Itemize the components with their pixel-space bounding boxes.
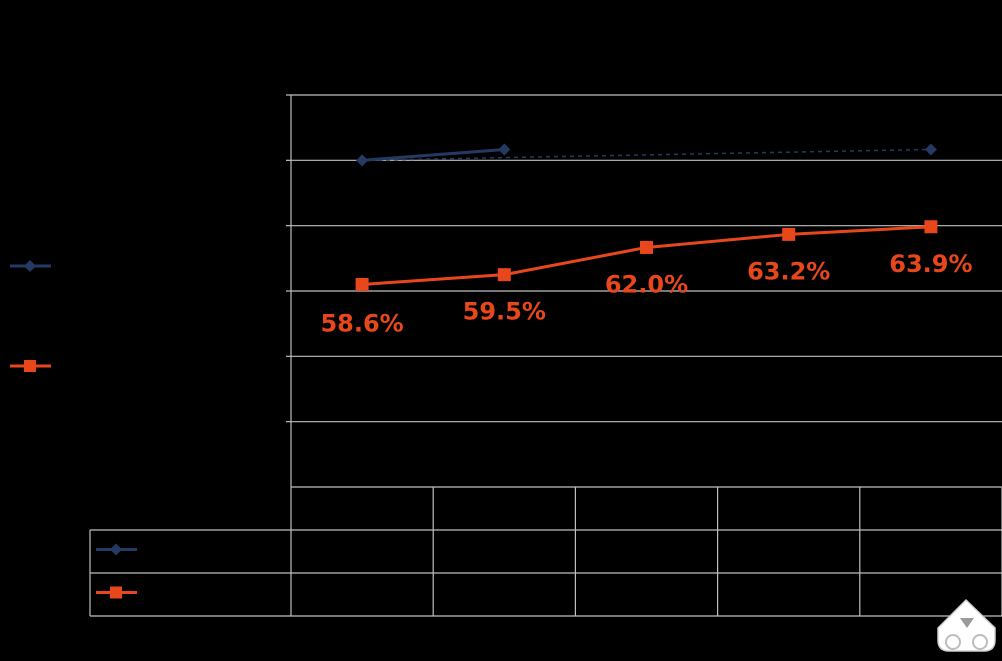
table-key-marker <box>110 586 122 599</box>
series-lines <box>361 147 931 286</box>
data-label: 62.0% <box>605 270 688 298</box>
data-labels: 58.6% 59.5% 62.0% 63.2% 63.9% <box>320 250 972 338</box>
table-key-marker <box>110 543 122 556</box>
data-point <box>497 268 511 282</box>
data-point <box>924 143 937 156</box>
data-label: 59.5% <box>463 298 546 326</box>
data-label: 58.6% <box>320 309 403 337</box>
series-line <box>361 147 505 162</box>
data-point <box>924 220 938 234</box>
data-point <box>640 240 653 254</box>
data-label: 63.9% <box>889 250 972 278</box>
legend-marker <box>24 260 36 272</box>
series-markers <box>355 143 938 291</box>
trendline-path <box>362 148 931 162</box>
data-point <box>498 143 511 156</box>
data-point <box>355 277 369 291</box>
gridlines <box>286 94 1002 487</box>
legend-marker <box>24 360 36 372</box>
data-table <box>89 486 1002 617</box>
trendline <box>362 148 931 162</box>
data-label: 63.2% <box>747 257 830 285</box>
eject-icon[interactable] <box>937 598 996 652</box>
data-point <box>782 227 796 241</box>
legend <box>10 260 137 599</box>
data-point <box>356 154 369 167</box>
